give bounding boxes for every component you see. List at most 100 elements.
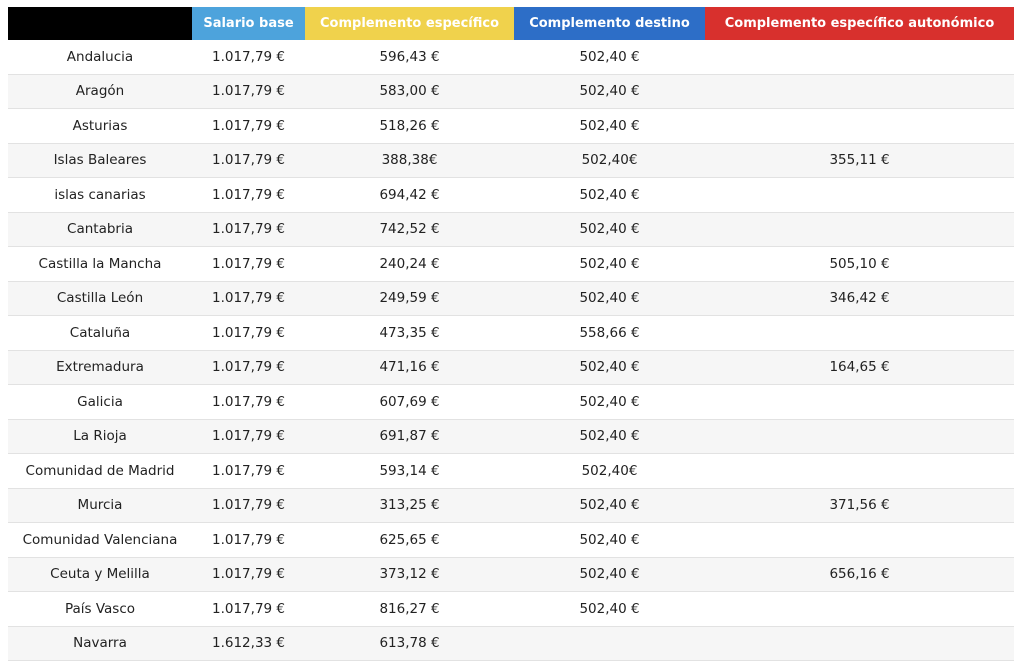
value-cell: 742,52 € [305,212,514,247]
header-corner [8,7,192,40]
table-row: Islas Baleares 1.017,79 €388,38€ 502,40€ 35… [8,143,1014,178]
region-cell: Galicia [8,384,192,420]
value-cell: 1.017,79 € [192,350,305,385]
value-cell: 518,26 € [305,108,514,144]
value-cell: 613,78 € [305,626,514,661]
empty-cell [705,384,1014,420]
value-cell: 656,16 € [705,557,1014,592]
value-cell: 355,11 € [705,143,1014,178]
table-row: Andalucia 1.017,79 €596,43 €502,40 € [8,40,1014,75]
value-cell: 1.612,33 € [192,626,305,661]
value-cell: 502,40€ [514,453,705,489]
value-cell: 1.017,79 € [192,177,305,213]
value-cell: 505,10 € [705,246,1014,282]
region-cell: Cataluña [8,315,192,351]
value-cell: 1.017,79 € [192,108,305,144]
region-cell: Comunidad Valenciana [8,522,192,558]
region-cell: País Vasco [8,591,192,627]
value-cell: 373,12 € [305,557,514,592]
value-cell: 502,40 € [514,74,705,109]
value-cell: 502,40 € [514,488,705,523]
value-cell: 1.017,79 € [192,591,305,627]
value-cell: 558,66 € [514,315,705,351]
region-cell: Navarra [8,626,192,661]
table-row: Comunidad de Madrid 1.017,79 €593,14 €502… [8,453,1014,489]
empty-cell [705,522,1014,558]
region-cell: Aragón [8,74,192,109]
region-cell: La Rioja [8,419,192,454]
value-cell: 694,42 € [305,177,514,213]
value-cell: 502,40 € [514,522,705,558]
value-cell: 502,40 € [514,557,705,592]
value-cell: 593,14 € [305,453,514,489]
empty-cell [705,108,1014,144]
empty-cell [514,626,705,661]
empty-cell [705,591,1014,627]
table-row: Murcia 1.017,79 €313,25 €502,40 €371,56 € [8,488,1014,523]
table-body: Andalucia 1.017,79 €596,43 €502,40 € Aragó… [8,40,1014,661]
region-cell: Ceuta y Melilla [8,557,192,592]
region-cell: Comunidad de Madrid [8,453,192,489]
value-cell: 1.017,79 € [192,281,305,316]
table-row: islas canarias 1.017,79 €694,42 €502,40 € [8,177,1014,213]
value-cell: 607,69 € [305,384,514,420]
table-row: Castilla León 1.017,79 €249,59 €502,40 €3… [8,281,1014,316]
value-cell: 1.017,79 € [192,246,305,282]
column-header: Complemento específico autonómico [705,7,1014,40]
empty-cell [705,177,1014,213]
table-row: La Rioja 1.017,79 €691,87 €502,40 € [8,419,1014,454]
region-cell: Islas Baleares [8,143,192,178]
empty-cell [705,212,1014,247]
value-cell: 1.017,79 € [192,74,305,109]
value-cell: 1.017,79 € [192,143,305,178]
table-row: Navarra 1.612,33 €613,78 € [8,626,1014,661]
value-cell: 502,40 € [514,246,705,282]
value-cell: 164,65 € [705,350,1014,385]
value-cell: 371,56 € [705,488,1014,523]
value-cell: 1.017,79 € [192,419,305,454]
value-cell: 473,35 € [305,315,514,351]
empty-cell [705,40,1014,75]
value-cell: 1.017,79 € [192,384,305,420]
table-row: Galicia 1.017,79 €607,69 €502,40 € [8,384,1014,420]
value-cell: 502,40 € [514,108,705,144]
table-row: Comunidad Valenciana 1.017,79 €625,65 €50… [8,522,1014,558]
value-cell: 313,25 € [305,488,514,523]
table-row: Aragón 1.017,79 €583,00 €502,40 € [8,74,1014,109]
value-cell: 502,40 € [514,591,705,627]
value-cell: 502,40 € [514,40,705,75]
value-cell: 240,24 € [305,246,514,282]
value-cell: 1.017,79 € [192,40,305,75]
table-row: Cataluña 1.017,79 €473,35 €558,66 € [8,315,1014,351]
table-row: Cantabria 1.017,79 €742,52 €502,40 € [8,212,1014,247]
value-cell: 249,59 € [305,281,514,316]
salary-table: Salario base Complemento específico Comple… [8,7,1014,661]
value-cell: 502,40 € [514,212,705,247]
value-cell: 816,27 € [305,591,514,627]
value-cell: 691,87 € [305,419,514,454]
region-cell: Asturias [8,108,192,144]
value-cell: 1.017,79 € [192,212,305,247]
column-header: Complemento destino [514,7,705,40]
table-row: Ceuta y Melilla 1.017,79 €373,12 €502,40 … [8,557,1014,592]
value-cell: 388,38€ [305,143,514,178]
value-cell: 1.017,79 € [192,315,305,351]
region-cell: islas canarias [8,177,192,213]
value-cell: 502,40€ [514,143,705,178]
table-row: País Vasco 1.017,79 €816,27 €502,40 € [8,591,1014,627]
value-cell: 1.017,79 € [192,488,305,523]
value-cell: 1.017,79 € [192,557,305,592]
value-cell: 583,00 € [305,74,514,109]
region-cell: Castilla León [8,281,192,316]
value-cell: 502,40 € [514,177,705,213]
value-cell: 502,40 € [514,350,705,385]
empty-cell [705,419,1014,454]
empty-cell [705,74,1014,109]
region-cell: Castilla la Mancha [8,246,192,282]
table-row: Castilla la Mancha 1.017,79 €240,24 €502,… [8,246,1014,282]
value-cell: 502,40 € [514,281,705,316]
region-cell: Andalucia [8,40,192,75]
value-cell: 1.017,79 € [192,453,305,489]
region-cell: Extremadura [8,350,192,385]
